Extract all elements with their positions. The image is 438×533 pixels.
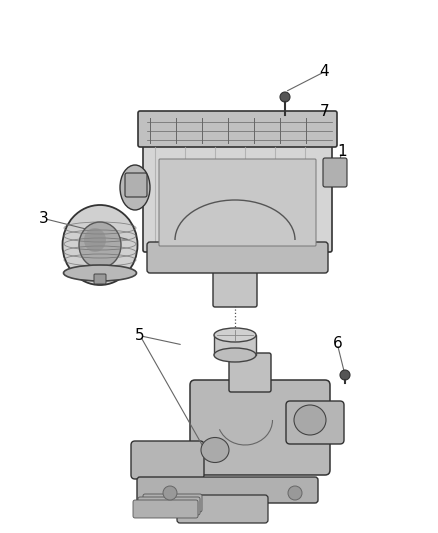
Text: 3: 3 xyxy=(39,211,49,226)
Text: 6: 6 xyxy=(332,336,342,351)
FancyBboxPatch shape xyxy=(143,143,332,252)
Ellipse shape xyxy=(64,265,137,281)
Ellipse shape xyxy=(201,438,229,463)
Ellipse shape xyxy=(214,328,256,342)
FancyBboxPatch shape xyxy=(177,495,268,523)
FancyBboxPatch shape xyxy=(138,111,337,147)
Circle shape xyxy=(280,92,290,102)
Circle shape xyxy=(163,486,177,500)
FancyBboxPatch shape xyxy=(190,380,330,475)
Circle shape xyxy=(340,370,350,380)
Ellipse shape xyxy=(63,205,138,285)
FancyBboxPatch shape xyxy=(137,477,318,503)
FancyBboxPatch shape xyxy=(286,401,344,444)
Text: 7: 7 xyxy=(319,104,329,119)
FancyBboxPatch shape xyxy=(214,335,256,355)
Ellipse shape xyxy=(214,348,256,362)
Text: 4: 4 xyxy=(319,64,329,79)
FancyBboxPatch shape xyxy=(147,242,328,273)
FancyBboxPatch shape xyxy=(94,274,106,284)
Circle shape xyxy=(288,486,302,500)
Text: 1: 1 xyxy=(337,144,346,159)
Ellipse shape xyxy=(120,165,150,210)
FancyBboxPatch shape xyxy=(229,353,271,392)
FancyBboxPatch shape xyxy=(131,441,204,479)
FancyBboxPatch shape xyxy=(323,158,347,187)
Ellipse shape xyxy=(84,228,106,252)
Text: 5: 5 xyxy=(135,328,145,343)
FancyBboxPatch shape xyxy=(143,494,202,512)
FancyBboxPatch shape xyxy=(213,268,257,307)
Ellipse shape xyxy=(79,222,121,268)
Ellipse shape xyxy=(294,405,326,435)
FancyBboxPatch shape xyxy=(138,497,200,515)
FancyBboxPatch shape xyxy=(159,159,316,246)
FancyBboxPatch shape xyxy=(133,500,198,518)
FancyBboxPatch shape xyxy=(125,173,147,197)
